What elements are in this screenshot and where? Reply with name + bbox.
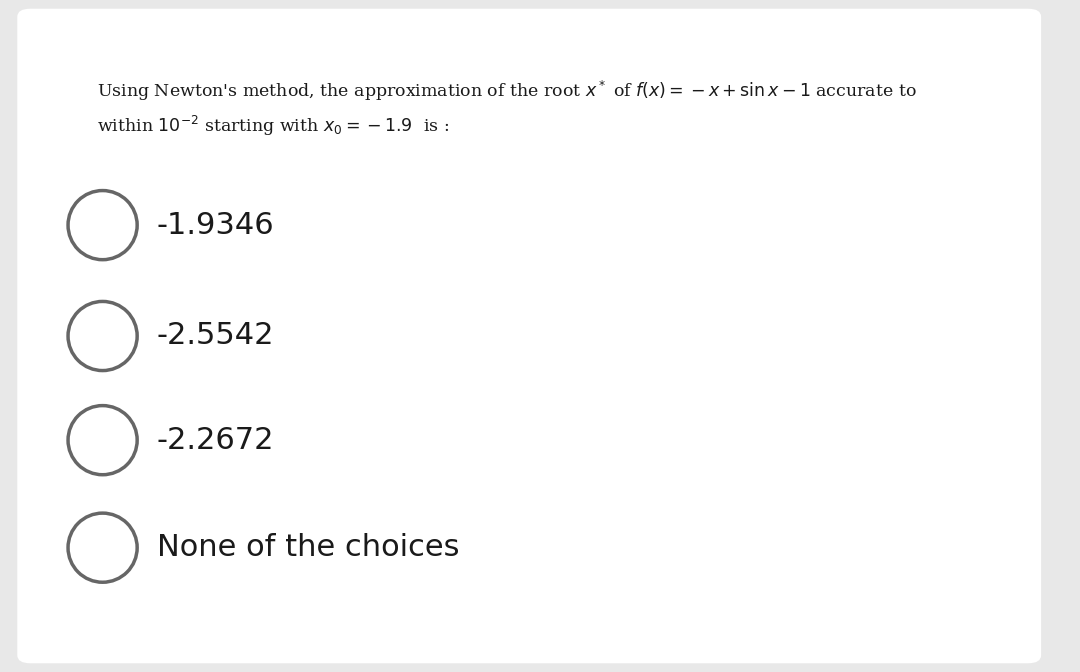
Text: -1.9346: -1.9346: [157, 210, 274, 240]
Text: -2.2672: -2.2672: [157, 425, 274, 455]
Text: None of the choices: None of the choices: [157, 533, 459, 562]
Text: within $10^{-2}$ starting with $x_0 = -1.9$  is :: within $10^{-2}$ starting with $x_0 = -1…: [97, 114, 449, 138]
Text: -2.5542: -2.5542: [157, 321, 274, 351]
FancyBboxPatch shape: [17, 9, 1041, 663]
Text: Using Newton's method, the approximation of the root $x^*$ of $f(x) = -x + \sin : Using Newton's method, the approximation…: [97, 79, 917, 103]
